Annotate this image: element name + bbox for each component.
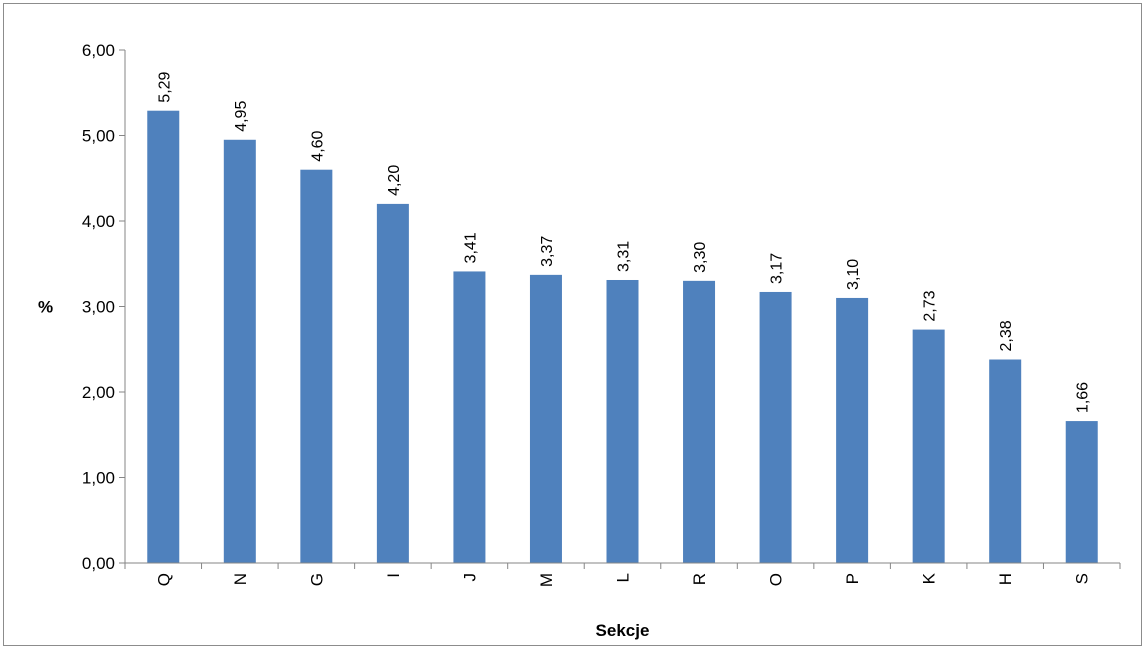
value-label: 3,37 bbox=[539, 236, 556, 267]
bar-p bbox=[836, 297, 869, 563]
x-tick-label: J bbox=[460, 573, 479, 582]
bar-m bbox=[529, 274, 562, 563]
bar-g bbox=[300, 169, 333, 563]
value-labels: 5,29 4,95 4,60 4,20 3,41 3,37 3,31 3,30 3,17 3,10… bbox=[156, 71, 1091, 413]
bar-n bbox=[223, 139, 256, 563]
y-tick-label: 5,00 bbox=[82, 127, 115, 146]
bar-i bbox=[376, 203, 409, 563]
y-axis-title: % bbox=[38, 298, 53, 317]
y-tick-label: 6,00 bbox=[82, 41, 115, 60]
bar-h bbox=[989, 359, 1022, 563]
y-tick-label: 0,00 bbox=[82, 554, 115, 573]
x-axis-title: Sekcje bbox=[596, 621, 650, 640]
y-tick-label: 3,00 bbox=[82, 298, 115, 317]
value-label: 3,30 bbox=[692, 242, 709, 273]
x-tick-label: H bbox=[996, 573, 1015, 585]
y-tick-label: 2,00 bbox=[82, 383, 115, 402]
x-tick-label: L bbox=[614, 573, 633, 582]
x-tick-label: S bbox=[1073, 573, 1092, 584]
value-label: 3,17 bbox=[769, 253, 786, 284]
x-tick-label: I bbox=[384, 573, 403, 578]
y-axis-ticks: 0,00 1,00 2,00 3,00 4,00 5,00 6,00 bbox=[82, 41, 125, 573]
x-tick-label: K bbox=[920, 572, 939, 584]
bar-q bbox=[147, 110, 180, 563]
bar-l bbox=[606, 279, 639, 563]
bar-s bbox=[1065, 421, 1098, 563]
y-tick-label: 1,00 bbox=[82, 469, 115, 488]
bar-o bbox=[759, 291, 792, 563]
x-tick-label: O bbox=[767, 573, 786, 586]
value-label: 1,66 bbox=[1075, 382, 1092, 413]
x-tick-label: Q bbox=[154, 573, 173, 586]
chart-frame bbox=[3, 3, 1142, 646]
y-tick-label: 4,00 bbox=[82, 212, 115, 231]
bar-j bbox=[453, 271, 486, 563]
x-tick-label: R bbox=[690, 573, 709, 585]
value-label: 4,95 bbox=[233, 101, 250, 132]
bars bbox=[147, 110, 1098, 563]
value-label: 2,38 bbox=[998, 320, 1015, 351]
value-label: 5,29 bbox=[156, 71, 173, 102]
bar-k bbox=[912, 329, 945, 563]
x-tick-label: N bbox=[231, 573, 250, 585]
value-label: 3,41 bbox=[462, 232, 479, 263]
bar-r bbox=[683, 280, 716, 563]
value-label: 2,73 bbox=[922, 290, 939, 321]
x-tick-label: P bbox=[843, 573, 862, 584]
x-tick-label: G bbox=[307, 573, 326, 586]
value-label: 3,31 bbox=[616, 241, 633, 272]
x-tick-label: M bbox=[537, 573, 556, 587]
value-label: 4,60 bbox=[309, 130, 326, 161]
value-label: 3,10 bbox=[845, 259, 862, 290]
value-label: 4,20 bbox=[386, 165, 403, 196]
